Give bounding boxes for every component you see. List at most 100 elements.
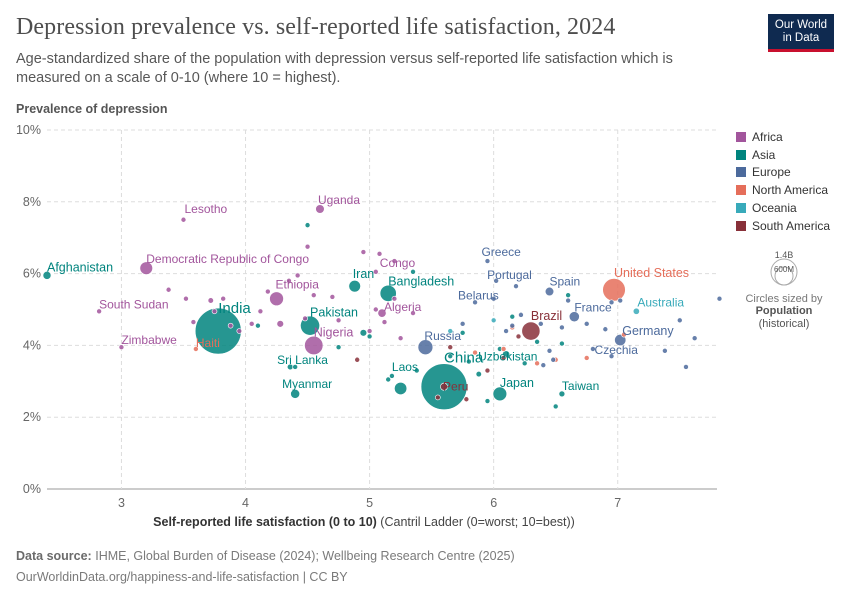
owid-logo[interactable]: Our World in Data — [768, 14, 834, 52]
point-uganda — [315, 204, 325, 214]
point-belarus — [472, 299, 478, 306]
label-sri-lanka: Sri Lanka — [277, 353, 328, 367]
data-point — [590, 346, 596, 352]
data-point — [372, 306, 379, 313]
point-peru — [440, 382, 448, 391]
legend-label-oceania: Oceania — [752, 201, 797, 216]
point-taiwan — [558, 390, 566, 398]
point-afghanistan — [42, 271, 52, 280]
point-democratic-republic-of-congo — [139, 261, 153, 275]
legend-item-north-america[interactable]: North America — [736, 181, 830, 199]
x-tick-label: 4 — [242, 496, 249, 510]
label-japan: Japan — [500, 376, 534, 390]
data-point — [304, 222, 311, 228]
point-myanmar — [290, 389, 301, 399]
label-united-states: United States — [614, 266, 689, 280]
data-point — [329, 294, 336, 300]
label-france: France — [574, 301, 612, 315]
y-tick-label: 0% — [23, 482, 41, 496]
data-point — [472, 349, 478, 356]
size-legend-note: Circles sized by — [745, 293, 823, 305]
data-point — [265, 288, 271, 295]
data-point — [335, 344, 342, 350]
label-greece: Greece — [481, 245, 521, 259]
point-iran — [348, 280, 361, 293]
data-point — [220, 295, 226, 302]
data-point — [513, 283, 519, 289]
data-point — [484, 367, 491, 374]
size-legend-variable-2: (historical) — [758, 318, 810, 330]
data-point — [257, 308, 264, 315]
data-point — [515, 333, 522, 340]
footer-url[interactable]: OurWorldinData.org/happiness-and-life-sa… — [16, 570, 348, 584]
point-spain — [544, 286, 555, 297]
data-point — [538, 321, 544, 327]
data-point — [559, 340, 565, 347]
data-point — [475, 371, 482, 378]
data-point — [621, 331, 627, 338]
label-brazil: Brazil — [531, 309, 562, 323]
data-point — [410, 310, 416, 316]
point-portugal — [493, 277, 499, 284]
label-china: China — [444, 350, 484, 367]
label-zimbabwe: Zimbabwe — [121, 333, 177, 347]
legend-label-north-america: North America — [752, 183, 829, 198]
data-point — [165, 286, 172, 293]
data-point — [435, 394, 441, 401]
data-point — [484, 398, 491, 404]
data-point — [608, 299, 615, 306]
data-point — [183, 295, 189, 302]
data-point — [394, 381, 408, 395]
source-text: IHME, Global Burden of Disease (2024); W… — [95, 549, 515, 563]
data-point — [602, 326, 609, 333]
logo-line-1: Our World — [774, 19, 828, 31]
data-point — [691, 335, 698, 342]
data-point — [236, 328, 243, 334]
data-point — [662, 347, 668, 354]
data-point — [565, 297, 571, 304]
size-legend-circles: 1.4B 600M — [770, 250, 798, 286]
label-congo: Congo — [380, 256, 416, 270]
size-mid-label: 600M — [774, 265, 794, 274]
point-brazil — [521, 321, 541, 341]
legend-item-south-america[interactable]: South America — [736, 217, 830, 235]
legend-label-south-america: South America — [752, 218, 831, 233]
legend-item-asia[interactable]: Asia — [736, 146, 830, 164]
x-axis-title: Self-reported life satisfaction (0 to 10… — [16, 515, 712, 529]
data-point — [583, 355, 590, 361]
x-axis-title-rest: (Cantril Ladder (0=worst; 10=best)) — [376, 515, 575, 529]
label-germany: Germany — [622, 324, 674, 338]
data-point — [583, 321, 590, 327]
label-lesotho: Lesotho — [184, 202, 227, 216]
logo-line-2: in Data — [782, 32, 820, 44]
point-australia — [632, 307, 640, 315]
data-point — [391, 258, 398, 264]
data-point — [292, 364, 298, 370]
grid-lines — [47, 129, 717, 490]
legend-label-africa: Africa — [752, 129, 783, 144]
label-ethiopia: Ethiopia — [276, 278, 320, 292]
x-tick-label: 6 — [490, 496, 497, 510]
label-portugal: Portugal — [487, 268, 532, 282]
data-point — [302, 315, 308, 322]
legend-item-oceania[interactable]: Oceania — [736, 199, 830, 217]
data-point — [500, 346, 507, 352]
data-point — [366, 333, 373, 340]
data-point — [410, 269, 416, 275]
y-tick-label: 8% — [23, 195, 41, 209]
data-point — [391, 295, 398, 302]
label-south-sudan: South Sudan — [99, 297, 168, 311]
point-greece — [484, 258, 491, 264]
data-point — [255, 322, 261, 329]
asia-swatch — [736, 149, 746, 160]
data-point — [248, 321, 255, 327]
legend-item-europe[interactable]: Europe — [736, 164, 830, 182]
data-point — [490, 317, 497, 324]
data-point — [413, 367, 420, 374]
x-tick-labels: 3 4 5 6 7 — [118, 496, 621, 510]
label-uzbekistan: Uzbekistan — [478, 349, 537, 363]
legend-item-africa[interactable]: Africa — [736, 128, 830, 146]
x-axis-title-bold: Self-reported life satisfaction (0 to 10… — [153, 515, 377, 529]
point-laos — [389, 373, 395, 379]
data-point — [534, 360, 540, 367]
